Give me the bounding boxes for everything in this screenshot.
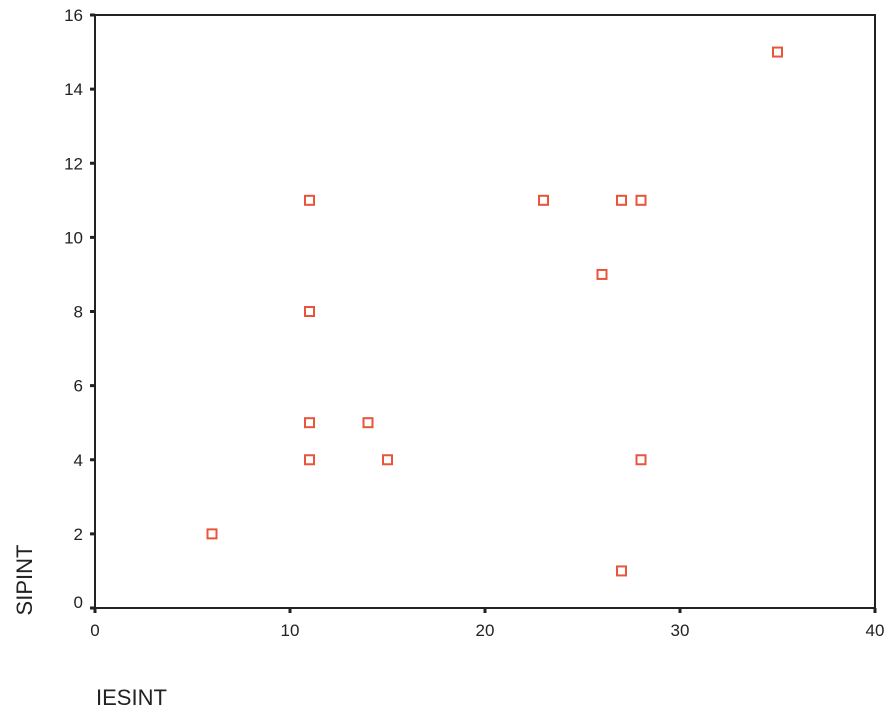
scatter-point [304, 306, 315, 317]
x-tick-label: 30 [671, 621, 690, 640]
scatter-point [304, 194, 315, 206]
y-axis: 0 2 4 6 8 10 12 14 16 [64, 6, 95, 612]
scatter-point [635, 194, 647, 206]
plot-frame [94, 14, 876, 609]
y-tick-label: 4 [74, 451, 83, 470]
x-tick-label: 0 [90, 621, 99, 640]
scatter-point [382, 454, 393, 466]
y-tick-label: 6 [74, 377, 83, 396]
data-points [206, 46, 783, 577]
scatter-point [772, 46, 783, 58]
scatter-point [362, 417, 374, 429]
y-tick-label: 10 [64, 228, 83, 247]
scatter-point [616, 194, 627, 206]
scatter-point [616, 565, 627, 577]
x-tick-label: 40 [866, 621, 885, 640]
scatter-point [635, 454, 647, 466]
scatter-point [304, 454, 315, 466]
scatter-point [596, 268, 608, 280]
y-tick-label: 16 [64, 6, 83, 25]
x-tick-label: 20 [476, 621, 495, 640]
scatter-point [206, 528, 218, 540]
scatter-point [538, 194, 549, 206]
x-axis-label: IESINT [96, 685, 167, 710]
y-tick-label: 2 [74, 525, 83, 544]
y-tick-label: 14 [64, 80, 83, 99]
x-axis: 0 10 20 30 40 [90, 608, 884, 640]
y-tick-label: 0 [74, 593, 83, 612]
x-tick-label: 10 [281, 621, 300, 640]
scatter-point [304, 417, 315, 429]
y-axis-label: SIPINT [12, 545, 37, 616]
y-tick-label: 8 [74, 303, 83, 322]
y-tick-label: 12 [64, 154, 83, 173]
